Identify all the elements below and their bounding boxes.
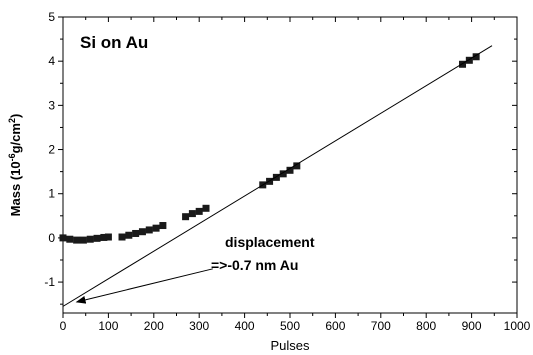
data-point [472, 53, 480, 61]
x-tick-label: 0 [60, 319, 67, 333]
x-tick-label: 900 [462, 319, 482, 333]
data-point [459, 60, 467, 68]
y-axis-title-sup: -6 [7, 153, 17, 161]
data-point [465, 56, 473, 64]
data-point [279, 170, 287, 178]
y-axis-title-sup: 2 [7, 118, 17, 123]
x-tick-label: 500 [280, 319, 300, 333]
data-point [100, 233, 108, 241]
data-point [73, 236, 81, 244]
x-tick-label: 100 [98, 319, 118, 333]
data-point [66, 235, 74, 243]
data-point [125, 231, 133, 239]
data-point [79, 236, 87, 244]
data-point [293, 162, 301, 170]
y-tick-label: 3 [48, 98, 55, 112]
y-tick-label: 5 [48, 10, 55, 24]
y-tick-label: -1 [44, 275, 55, 289]
x-tick-label: 1000 [504, 319, 531, 333]
data-point [59, 234, 67, 242]
y-axis-title-part: Mass (10 [8, 161, 23, 216]
data-point [86, 235, 94, 243]
x-tick-label: 200 [144, 319, 164, 333]
data-point [195, 207, 203, 215]
y-axis-title-part: g/cm [8, 123, 23, 153]
data-point [159, 222, 167, 230]
x-axis: 0 100 200 300 400 500 600 700 800 900 1000 [60, 17, 531, 333]
data-point [138, 228, 146, 236]
data-point [152, 224, 160, 232]
annotation-line-1: displacement [225, 234, 315, 250]
x-tick-label: 600 [325, 319, 345, 333]
annotation-line-2: =>-0.7 nm Au [211, 257, 298, 273]
x-tick-label: 700 [371, 319, 391, 333]
chart-title: Si on Au [80, 33, 148, 52]
x-tick-label: 400 [235, 319, 255, 333]
annotation-arrow [75, 268, 213, 304]
y-tick-label: 2 [48, 143, 55, 157]
data-point [182, 213, 190, 221]
fit-line [62, 45, 493, 307]
y-tick-label: 4 [48, 54, 55, 68]
x-tick-label: 300 [189, 319, 209, 333]
data-point [188, 210, 196, 218]
data-series [59, 53, 480, 244]
x-axis-title: Pulses [270, 338, 310, 353]
y-tick-label: 0 [48, 231, 55, 245]
y-axis-title: Mass (10-6g/cm2) [7, 114, 23, 217]
y-axis-title-part: ) [8, 114, 23, 118]
data-point [132, 229, 140, 237]
data-point [93, 234, 101, 242]
data-point [145, 226, 153, 234]
y-axis: -1 0 1 2 3 4 5 [44, 10, 517, 305]
data-point [202, 204, 210, 212]
data-point [272, 173, 280, 181]
x-tick-label: 800 [416, 319, 436, 333]
y-tick-label: 1 [48, 187, 55, 201]
data-point [118, 233, 126, 241]
data-point [286, 166, 294, 174]
data-point [104, 233, 112, 241]
